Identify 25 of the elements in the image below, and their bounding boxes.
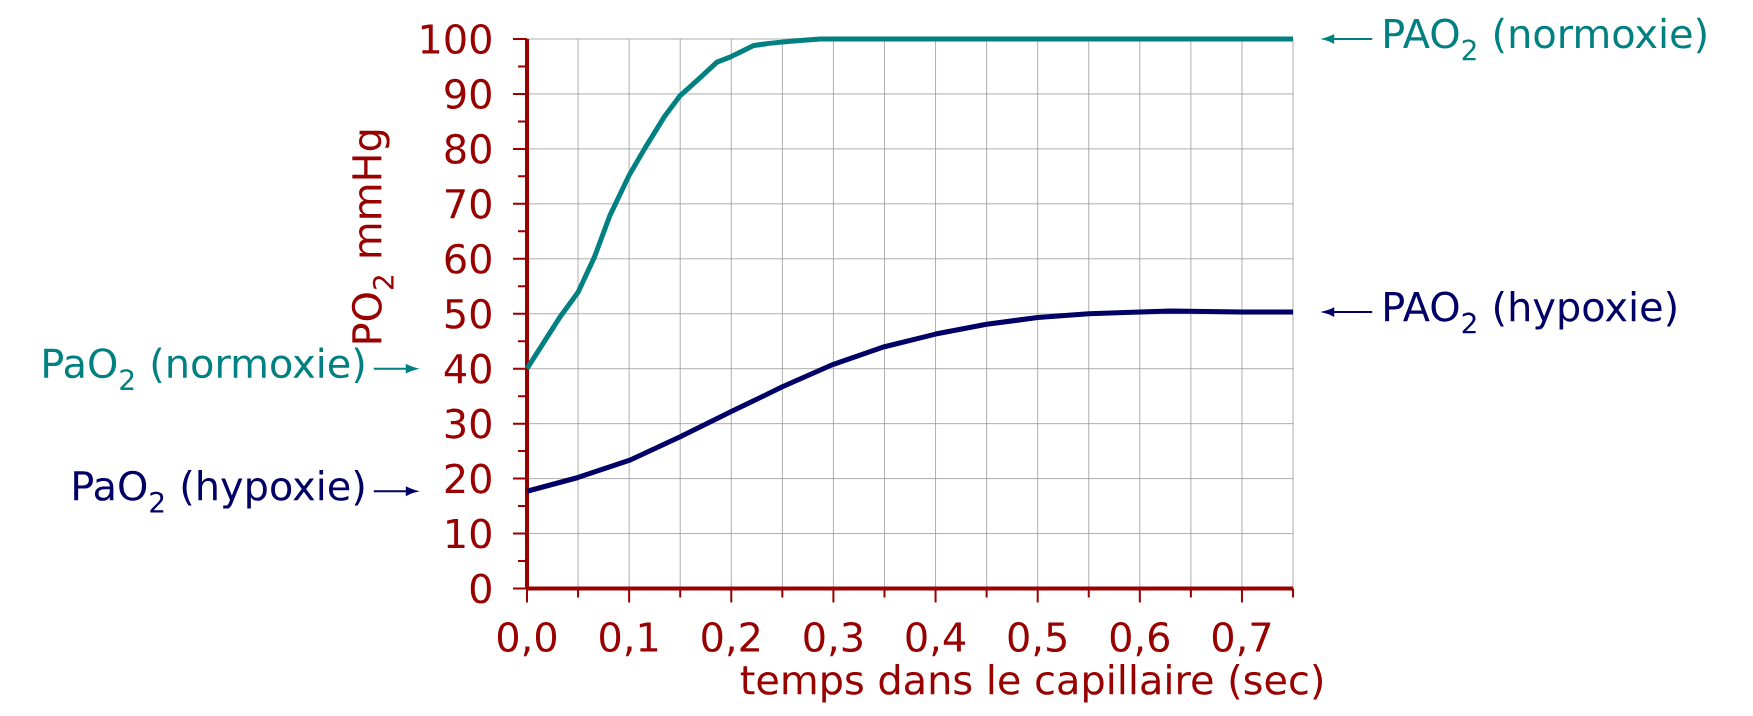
x-tick-label: 0,6	[1110, 622, 1169, 657]
y-tick-label: 0	[470, 573, 491, 604]
y-tick-label: 10	[447, 518, 491, 549]
y-tick-label: 60	[445, 243, 491, 274]
y-tick-label: 50	[445, 298, 491, 329]
x-tick-label: 0,4	[906, 622, 965, 657]
y-tick-label: 30	[445, 408, 491, 439]
x-tick-label: 0,3	[804, 622, 862, 657]
x-axis-title: temps dans le capillaire (sec)	[740, 664, 1323, 703]
y-tick-label: 20	[445, 463, 491, 494]
text: PAO$_{2}$ (hypoxie)	[1385, 290, 1676, 334]
x-tick-label: 0,5	[1008, 622, 1066, 657]
x-tick-label: 0,2	[702, 622, 759, 657]
text: PaO$_{2}$ (normoxie)	[44, 347, 364, 390]
x-tick-label: 0,0	[497, 622, 557, 657]
text: PaO$_{2}$ (hypoxie)	[74, 470, 364, 513]
y-tick-label: 70	[446, 188, 491, 219]
text: PAO$_{2}$ (normoxie)	[1385, 17, 1706, 61]
y-tick-label: 80	[445, 133, 491, 165]
y-tick-label: 40	[444, 353, 491, 384]
y-tick-label: 90	[445, 78, 491, 110]
x-tick-label: 0,7	[1212, 622, 1271, 657]
x-tick-label: 0,1	[600, 622, 658, 657]
y-tick-label: 100	[421, 23, 491, 55]
y-axis-title: PO$_{2}$ mmHg	[351, 130, 394, 343]
